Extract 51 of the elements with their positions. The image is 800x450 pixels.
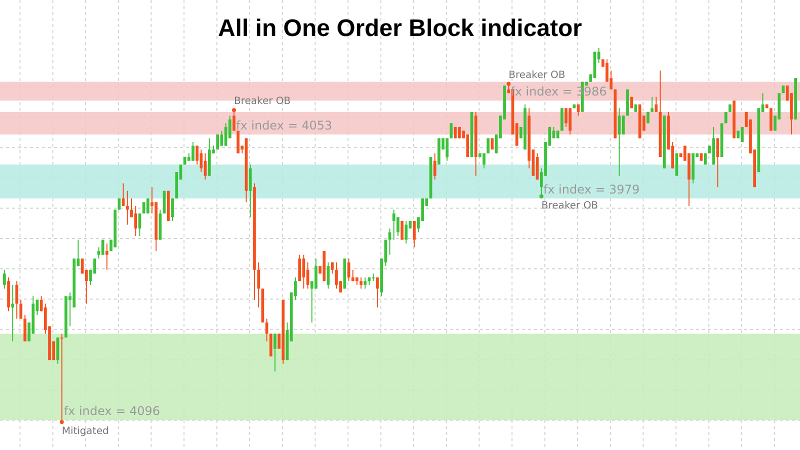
band-label: fx index = 4053: [236, 118, 332, 132]
candlestick: [3, 269, 6, 290]
candlestick: [232, 108, 236, 132]
candlestick: [770, 108, 772, 132]
band-label: fx index = 4096: [64, 404, 160, 418]
candlestick: [23, 314, 26, 342]
candlestick: [716, 138, 720, 188]
candlestick: [400, 220, 404, 240]
candlestick: [396, 216, 400, 236]
candlestick: [388, 228, 392, 256]
candlestick: [446, 138, 449, 162]
candlestick: [60, 333, 64, 424]
candlestick: [298, 254, 302, 282]
candlestick: [105, 243, 108, 270]
candlestick: [433, 152, 436, 180]
candlestick: [134, 205, 138, 236]
candlestick: [248, 164, 252, 218]
candlestick: [404, 220, 408, 244]
candlestick: [482, 152, 486, 169]
candlestick: [192, 142, 194, 162]
candlestick: [274, 333, 276, 372]
candlestick: [236, 130, 240, 154]
annotation: Breaker OB: [541, 200, 598, 212]
candlestick: [196, 145, 199, 166]
annotation: Breaker OB: [234, 96, 291, 108]
candlestick: [650, 96, 654, 112]
candlestick: [19, 299, 22, 320]
candlestick: [269, 333, 272, 357]
candlestick: [622, 115, 625, 135]
candlestick: [257, 262, 260, 308]
candlestick: [126, 190, 129, 226]
band-label: fx index = 3979: [543, 182, 640, 196]
candlestick: [11, 284, 14, 342]
candlestick: [560, 108, 564, 132]
candlestick: [536, 152, 539, 180]
candlestick: [564, 108, 568, 128]
candlestick: [412, 220, 416, 248]
candlestick: [364, 276, 367, 290]
candlestick: [376, 276, 379, 308]
candlestick: [314, 258, 318, 290]
annotation: Mitigated: [62, 426, 109, 437]
chart-title: All in One Order Block indicator: [218, 15, 582, 42]
candlestick: [360, 276, 362, 290]
candlestick: [568, 108, 572, 135]
candlestick: [302, 254, 306, 290]
annotation: Breaker OB: [508, 70, 566, 81]
candlestick: [392, 209, 396, 240]
candlestick: [146, 198, 150, 214]
candlestick: [171, 198, 174, 222]
candlestick: [335, 262, 338, 290]
candlestick: [486, 138, 490, 154]
